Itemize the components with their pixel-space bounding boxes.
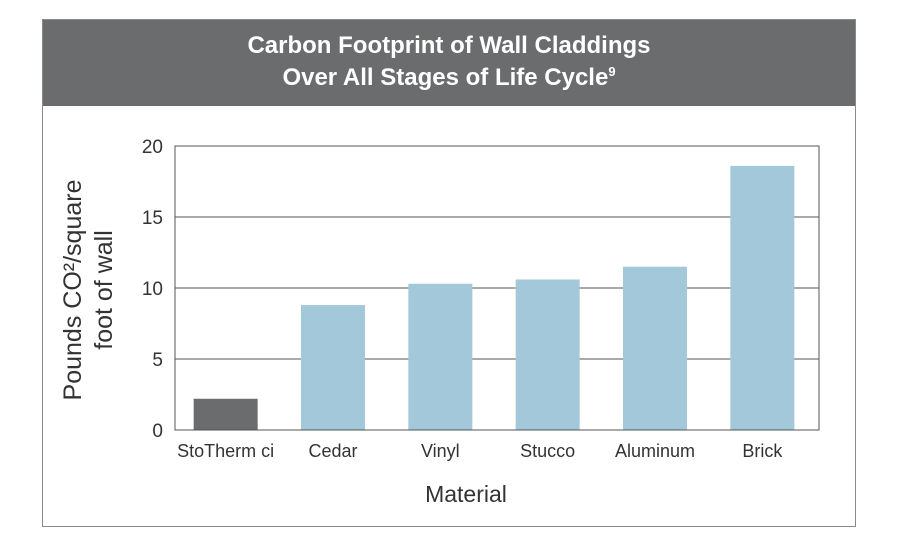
x-tick-label: Aluminum <box>615 441 695 461</box>
x-tick-label: StoTherm ci <box>177 441 274 461</box>
plot-area-border <box>174 145 820 431</box>
bars <box>193 165 795 430</box>
bar-cedar <box>301 305 365 430</box>
bar-vinyl <box>408 283 473 430</box>
x-tick-label: Cedar <box>308 441 357 461</box>
y-tick-label: 15 <box>142 208 163 229</box>
y-tick-label: 5 <box>152 350 163 371</box>
chart-title-line2: Over All Stages of Life Cycle9 <box>282 64 616 91</box>
bar-aluminum <box>623 266 687 430</box>
x-tick-labels: StoTherm ci Cedar Vinyl Stucco Aluminum Brick <box>177 441 783 461</box>
chart-header: Carbon Footprint of Wall Claddings Over … <box>43 20 855 106</box>
gridlines <box>175 216 819 360</box>
y-tick-label: 0 <box>152 421 163 442</box>
x-tick-label: Brick <box>742 441 783 461</box>
x-tick-label: Vinyl <box>421 441 460 461</box>
y-tick-label: 10 <box>142 279 163 300</box>
y-axis-label-line2: foot of wall <box>90 230 118 350</box>
y-tick-labels: 0 5 10 15 20 <box>142 137 163 442</box>
x-tick-label: Stucco <box>520 441 575 461</box>
y-axis-label-line1: Pounds CO²/square <box>59 180 87 401</box>
chart-frame: Carbon Footprint of Wall Claddings Over … <box>42 19 856 527</box>
chart-title-line1: Carbon Footprint of Wall Claddings <box>247 32 651 59</box>
bar-stucco <box>515 279 580 430</box>
bar-brick <box>730 165 795 430</box>
y-tick-label: 20 <box>142 137 163 158</box>
x-axis-label: Material <box>425 481 507 507</box>
bar-stotherm-ci <box>193 398 258 430</box>
footnote-marker: 9 <box>608 64 616 79</box>
